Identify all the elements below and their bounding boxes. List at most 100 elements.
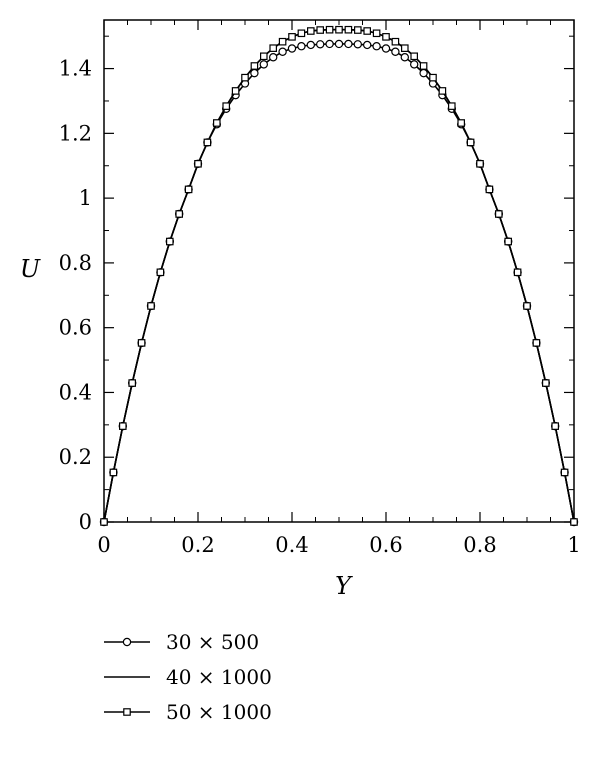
data-point-square — [391, 37, 400, 46]
data-point-square — [457, 119, 466, 127]
series-2 — [103, 28, 575, 523]
x-axis-ticks: 0 0.2 0.4 0.6 0.8 1 — [97, 20, 581, 557]
data-point-square — [523, 302, 531, 310]
series-line — [103, 28, 575, 523]
data-point-square — [156, 268, 165, 277]
data-point-circle — [287, 44, 297, 53]
data-point-square — [382, 33, 390, 41]
data-point-square — [297, 29, 306, 38]
data-point-square — [551, 422, 560, 430]
data-point-square — [231, 87, 240, 95]
legend-label: 40 × 1000 — [166, 665, 272, 689]
data-point-square — [372, 29, 381, 38]
data-point-circle — [316, 40, 325, 49]
data-point-square — [269, 44, 278, 52]
series-line — [103, 28, 575, 523]
data-point-circle — [372, 42, 381, 51]
data-point-square — [325, 25, 334, 34]
legend-item: 40 × 1000 — [104, 665, 272, 689]
data-point-square — [513, 268, 522, 277]
data-point-square — [166, 237, 174, 246]
y-tick-label: 0 — [79, 510, 92, 534]
x-tick-label: 0.2 — [181, 533, 214, 557]
y-axis-ticks: 0 0.2 0.4 0.6 0.8 1 1.2 1.4 — [59, 35, 574, 534]
plot-frame-group — [103, 19, 575, 523]
data-point-square — [147, 302, 155, 310]
data-point-circle — [278, 47, 287, 56]
data-point-square — [485, 185, 494, 194]
data-point-square — [307, 27, 315, 35]
data-point-square — [137, 339, 146, 347]
legend-item: 50 × 1000 — [104, 700, 272, 724]
x-tick-label: 0 — [97, 533, 110, 557]
data-point-square — [560, 468, 569, 477]
data-point-square — [495, 210, 503, 218]
x-tick-label: 0.4 — [275, 533, 308, 557]
data-point-circle — [325, 39, 334, 49]
data-point-square — [438, 87, 447, 95]
data-point-square — [250, 62, 259, 70]
data-point-square — [109, 468, 118, 477]
data-point-square — [419, 62, 428, 70]
data-point-circle — [363, 40, 372, 50]
x-tick-label: 1 — [567, 533, 580, 557]
data-point-circle — [334, 39, 344, 49]
data-point-square — [448, 102, 456, 110]
data-point-square — [118, 422, 127, 430]
plot-frame — [103, 19, 575, 523]
data-point-circle — [419, 68, 428, 78]
y-tick-label: 0.8 — [59, 251, 92, 275]
data-point-circle — [306, 40, 315, 50]
legend-swatch-marker — [123, 708, 131, 716]
data-point-square — [429, 73, 437, 82]
x-axis-title: Y — [335, 572, 353, 600]
data-point-circle — [381, 44, 391, 53]
y-tick-label: 0.6 — [59, 316, 92, 340]
data-point-square — [335, 25, 343, 34]
data-point-square — [363, 27, 372, 35]
data-point-square — [316, 26, 325, 34]
data-point-square — [222, 102, 231, 110]
data-point-square — [241, 73, 249, 82]
data-point-square — [213, 119, 221, 127]
data-point-square — [128, 379, 137, 387]
data-point-square — [194, 159, 202, 168]
data-point-square — [100, 518, 108, 526]
data-point-circle — [400, 53, 409, 62]
data-point-square — [570, 518, 578, 526]
series-3 — [100, 25, 578, 526]
series-layer — [99, 25, 579, 527]
data-point-circle — [269, 53, 278, 62]
y-tick-label: 1.4 — [59, 57, 92, 81]
series-line — [103, 43, 575, 523]
data-point-square — [532, 339, 541, 347]
legend-label: 50 × 1000 — [166, 700, 272, 724]
y-tick-label: 1 — [79, 186, 92, 210]
y-tick-label: 1.2 — [59, 121, 92, 145]
data-point-circle — [297, 42, 306, 51]
data-point-square — [203, 138, 212, 147]
data-point-circle — [391, 47, 400, 56]
data-point-circle — [250, 68, 259, 78]
data-point-square — [541, 379, 550, 387]
data-point-square — [278, 37, 287, 46]
data-point-square — [410, 52, 419, 61]
x-tick-label: 0.8 — [463, 533, 496, 557]
data-point-square — [288, 33, 296, 41]
y-axis-title: U — [20, 255, 41, 283]
data-point-square — [476, 159, 484, 168]
data-point-square — [401, 44, 409, 52]
y-tick-label: 0.4 — [59, 380, 92, 404]
data-point-circle — [344, 39, 353, 49]
series-1 — [99, 39, 579, 527]
legend-swatch-marker — [122, 637, 132, 647]
data-point-square — [184, 185, 193, 194]
data-point-square — [504, 237, 513, 246]
data-point-circle — [410, 60, 419, 69]
data-point-square — [344, 25, 353, 34]
y-tick-label: 0.2 — [59, 445, 92, 469]
data-point-square — [466, 138, 475, 147]
data-point-circle — [259, 60, 268, 69]
